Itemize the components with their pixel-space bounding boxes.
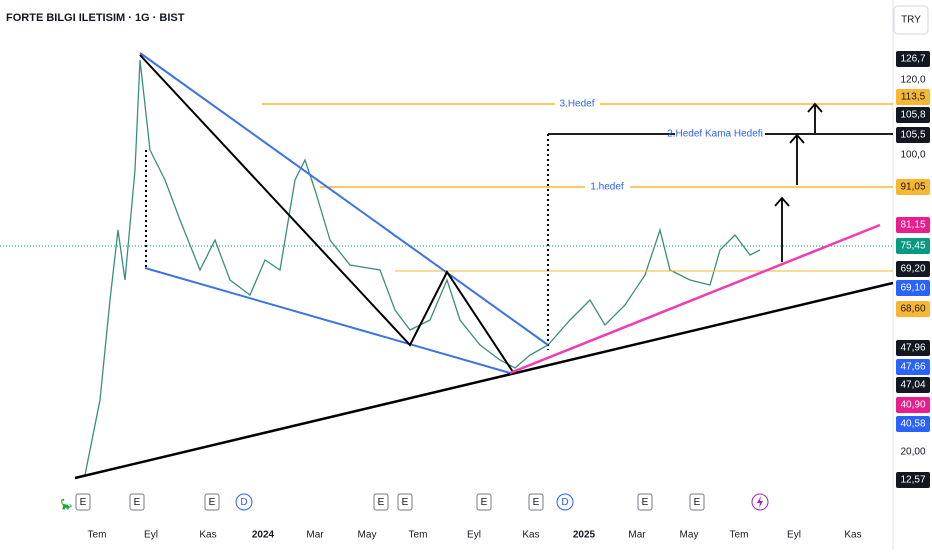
trend-line (74, 281, 894, 480)
event-marker-label: E (209, 497, 216, 508)
price-label-box (896, 340, 930, 356)
price-label-box (896, 51, 930, 67)
time-label: May (680, 530, 699, 541)
price-label: 47,04 (900, 380, 925, 391)
price-label: 47,66 (900, 362, 925, 373)
event-marker-label: E (402, 497, 409, 508)
event-marker[interactable] (129, 493, 145, 511)
currency-button[interactable] (893, 5, 929, 35)
trend-line (509, 223, 881, 375)
lightning-icon (757, 496, 763, 508)
price-label-box (896, 472, 930, 488)
time-label: 2024 (252, 530, 275, 541)
price-label: 12,57 (900, 475, 925, 486)
price-label: 69,10 (900, 283, 925, 294)
event-marker[interactable] (556, 493, 574, 511)
price-label-box (896, 416, 930, 432)
event-marker[interactable] (528, 493, 544, 511)
event-marker-label: D (240, 497, 247, 508)
price-path (84, 59, 761, 476)
time-label: 2025 (573, 530, 596, 541)
price-label-box (896, 107, 930, 123)
target-annotation: 2.Hedef Kama Hedefi (667, 129, 763, 140)
event-marker-label: E (378, 497, 385, 508)
price-label: 126,7 (900, 54, 925, 65)
price-label: 120,0 (900, 75, 925, 86)
time-label: Eyl (144, 530, 158, 541)
time-label: Tem (88, 530, 107, 541)
event-marker-label: E (642, 497, 649, 508)
event-marker-label: D (561, 497, 568, 508)
event-marker[interactable] (637, 493, 653, 511)
arrows (774, 102, 823, 262)
price-label-box (896, 89, 930, 105)
time-label: Kas (199, 530, 216, 541)
time-label: May (358, 530, 377, 541)
price-label: 113,5 (901, 92, 926, 103)
event-marker[interactable] (235, 493, 253, 511)
price-label-box (896, 397, 930, 413)
time-label: Eyl (467, 530, 481, 541)
time-label: Kas (522, 530, 539, 541)
price-label-box (896, 179, 930, 195)
time-label: Mar (306, 530, 324, 541)
price-label-box (896, 238, 930, 254)
currency-label: TRY (901, 15, 921, 26)
price-label: 81,15 (900, 220, 925, 231)
price-label: 40,90 (900, 400, 925, 411)
price-label-box (896, 359, 930, 375)
time-label: Tem (409, 530, 428, 541)
price-label: 68,60 (900, 304, 925, 315)
target-annotation: 1.hedef (590, 182, 624, 193)
price-label: 69,20 (900, 264, 925, 275)
target-annotation: 3.Hedef (559, 99, 594, 110)
time-label: Tem (730, 530, 749, 541)
price-label-box (896, 217, 930, 233)
price-label: 20,00 (900, 447, 925, 458)
event-marker[interactable] (75, 493, 91, 511)
price-label-box (896, 261, 930, 277)
price-label: 100,0 (900, 150, 925, 161)
event-marker[interactable] (204, 493, 220, 511)
event-marker-label: E (80, 497, 87, 508)
price-label: 40,58 (900, 419, 925, 430)
time-label: Mar (628, 530, 646, 541)
pattern-line (139, 54, 514, 373)
wedge-upper (139, 52, 549, 346)
logo-icon: 🦕 (60, 498, 72, 511)
event-icon[interactable] (751, 493, 769, 511)
event-marker-label: E (481, 497, 488, 508)
price-label-box (896, 127, 930, 143)
price-label-box (896, 301, 930, 317)
price-label: 105,5 (900, 130, 925, 141)
price-label-box (896, 377, 930, 393)
price-label: 91,05 (900, 182, 925, 193)
event-marker-label: E (533, 497, 540, 508)
event-marker[interactable] (373, 493, 389, 511)
time-label: Kas (844, 530, 861, 541)
price-label-box (896, 280, 930, 296)
price-label: 47,96 (900, 343, 925, 354)
event-marker[interactable] (397, 493, 413, 511)
event-marker[interactable] (689, 493, 705, 511)
price-label: 75,45 (900, 241, 925, 252)
event-marker[interactable] (476, 493, 492, 511)
time-label: Eyl (787, 530, 801, 541)
event-marker-label: E (694, 497, 701, 508)
event-marker-label: E (134, 497, 141, 508)
wedge-lower (144, 267, 511, 374)
price-label: 105,8 (900, 110, 925, 121)
chart-title: FORTE BILGI ILETISIM · 1G · BIST (6, 12, 185, 24)
